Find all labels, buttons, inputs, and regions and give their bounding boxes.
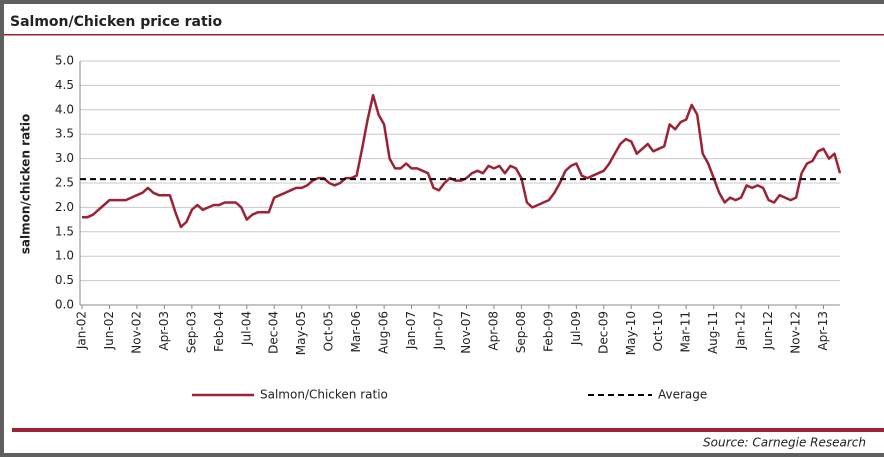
- x-tick-label: Nov-07: [459, 311, 473, 354]
- bottom-rule: [12, 428, 884, 432]
- y-tick-label: 1.0: [55, 249, 74, 263]
- x-tick-label: Oct-05: [322, 311, 336, 351]
- x-tick-label: Jan-12: [734, 311, 748, 350]
- y-tick-label: 3.0: [55, 151, 74, 165]
- y-tick-label: 5.0: [55, 54, 74, 68]
- x-tick-label: Dec-04: [267, 311, 281, 354]
- x-tick-label: Jul-04: [239, 311, 253, 346]
- x-tick-label: Jan-02: [75, 311, 89, 350]
- x-tick-label: Jun-12: [761, 311, 775, 350]
- x-tick-label: Nov-12: [789, 311, 803, 354]
- y-tick-label: 1.5: [55, 224, 74, 238]
- x-tick-label: Feb-09: [541, 311, 555, 352]
- x-tick-label: Oct-10: [651, 311, 665, 351]
- y-tick-label: 0.5: [55, 273, 74, 287]
- x-tick-label: Mar-06: [349, 311, 363, 352]
- page: Salmon/Chicken price ratio Source: Carne…: [0, 4, 884, 457]
- chart: Salmon/Chicken price ratio Source: Carne…: [4, 4, 884, 453]
- x-tick-label: Aug-06: [377, 311, 391, 354]
- legend-label: Average: [658, 388, 707, 402]
- x-tick-label: Apr-08: [486, 311, 500, 351]
- chart-title: Salmon/Chicken price ratio: [10, 14, 222, 30]
- x-tick-label: Nov-02: [129, 311, 143, 354]
- x-tick-label: Apr-03: [157, 311, 171, 351]
- x-tick-label: Jun-02: [102, 311, 116, 350]
- y-tick-label: 2.5: [55, 176, 74, 190]
- x-tick-label: Jan-07: [404, 311, 418, 350]
- legend-label: Salmon/Chicken ratio: [260, 388, 388, 402]
- x-tick-label: Jun-07: [432, 311, 446, 350]
- y-tick-label: 0.0: [55, 298, 74, 312]
- x-tick-label: May-05: [294, 311, 308, 355]
- y-tick-label: 4.0: [55, 102, 74, 116]
- x-tick-label: Jul-09: [569, 311, 583, 346]
- y-tick-label: 4.5: [55, 78, 74, 92]
- x-tick-label: May-10: [624, 311, 638, 355]
- x-tick-label: Feb-04: [212, 311, 226, 352]
- y-tick-label: 3.5: [55, 127, 74, 141]
- x-tick-label: Sep-08: [514, 311, 528, 353]
- x-tick-label: Dec-09: [596, 311, 610, 354]
- y-tick-label: 2.0: [55, 200, 74, 214]
- x-tick-label: Apr-13: [816, 311, 830, 351]
- title-rule: [4, 34, 884, 36]
- y-axis-label: salmon/chicken ratio: [19, 114, 33, 255]
- source-note: Source: Carnegie Research: [703, 436, 866, 450]
- x-tick-label: Mar-11: [679, 311, 693, 352]
- x-tick-label: Aug-11: [706, 311, 720, 354]
- x-tick-label: Sep-03: [184, 311, 198, 353]
